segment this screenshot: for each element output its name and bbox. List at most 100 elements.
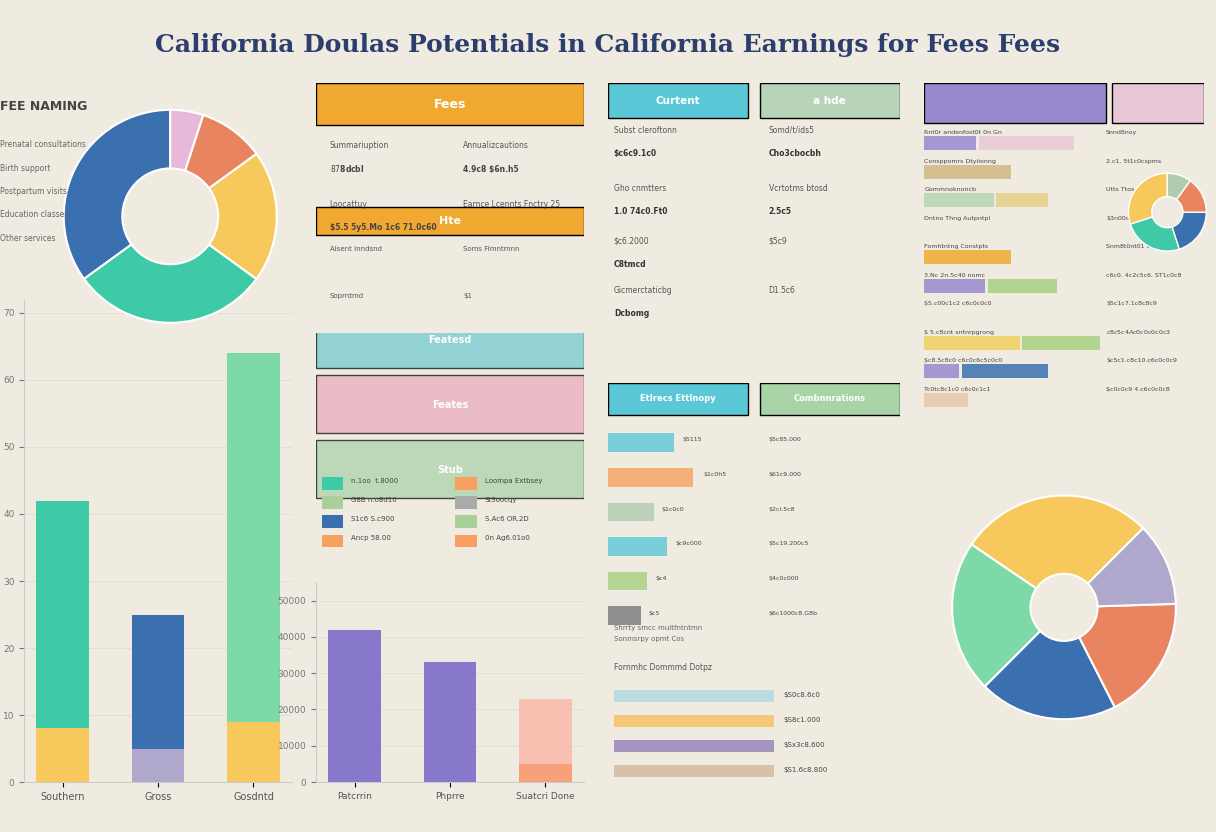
Bar [924, 393, 968, 407]
Text: C8tmcd: C8tmcd [614, 260, 647, 269]
Bar [131, 749, 185, 782]
Bar [608, 468, 693, 487]
Bar [321, 497, 343, 509]
Text: Loompa Extbsey: Loompa Extbsey [485, 478, 542, 484]
Text: Gommnoknoncb: Gommnoknoncb [924, 187, 976, 192]
Wedge shape [1131, 217, 1180, 251]
Text: S1c6 S.c900: S1c6 S.c900 [351, 517, 394, 522]
Text: California Doulas Potentials in California Earnings for Fees Fees: California Doulas Potentials in Californ… [156, 33, 1060, 57]
Text: Dntno Thng Autpntpl: Dntno Thng Autpntpl [924, 215, 990, 220]
Text: $5c19.200c5: $5c19.200c5 [769, 542, 809, 547]
Text: Shrrty smcc multfntntmn: Shrrty smcc multfntntmn [614, 626, 702, 631]
Text: Ancp 58.00: Ancp 58.00 [351, 535, 390, 542]
Text: $c9c000: $c9c000 [676, 542, 702, 547]
Text: St3oocqy: St3oocqy [485, 498, 517, 503]
Bar [519, 699, 572, 764]
Text: $1c0h5: $1c0h5 [703, 472, 726, 477]
Bar [455, 478, 477, 490]
Text: $6c1000c8.G8b: $6c1000c8.G8b [769, 611, 817, 616]
Text: Other services: Other services [0, 234, 56, 243]
Text: 4.9c8 $6n.h5: 4.9c8 $6n.h5 [463, 165, 519, 174]
Bar [455, 534, 477, 547]
Text: $S1.6c8.800: $S1.6c8.800 [783, 766, 827, 773]
Text: Education classes: Education classes [0, 210, 68, 220]
Text: Curtent: Curtent [655, 96, 700, 106]
Text: $3n00d0: $3n00d0 [1107, 215, 1133, 220]
Wedge shape [84, 245, 257, 323]
Text: $c5c1.c8c10.c6c0c0c9: $c5c1.c8c10.c6c0c0c9 [1107, 359, 1177, 364]
Bar [455, 516, 477, 528]
Wedge shape [1080, 604, 1176, 707]
Text: Somd/t/ids5: Somd/t/ids5 [769, 126, 815, 135]
Text: Hte: Hte [439, 215, 461, 225]
Text: Soprntmd: Soprntmd [330, 293, 364, 299]
Text: Snnd8noy: Snnd8noy [1107, 131, 1137, 136]
Bar [1023, 336, 1100, 349]
Text: Gicmerctaticbg: Gicmerctaticbg [614, 286, 672, 295]
Text: $c8.5c8c0 c6c0c6c5c0c0: $c8.5c8c0 c6c0c6c5c0c0 [924, 359, 1002, 364]
Text: $5c9: $5c9 [769, 236, 787, 245]
Bar [36, 501, 89, 729]
FancyBboxPatch shape [1111, 83, 1204, 123]
Text: $5c85.000: $5c85.000 [769, 438, 801, 443]
Text: $2cl.5c8: $2cl.5c8 [769, 507, 795, 512]
Wedge shape [952, 544, 1040, 686]
Bar [321, 534, 343, 547]
Text: $5.c00c1c2 c6c0c0c0: $5.c00c1c2 c6c0c0c0 [924, 301, 992, 306]
Text: 0n Ag6.01o0: 0n Ag6.01o0 [485, 535, 530, 542]
FancyBboxPatch shape [316, 440, 584, 498]
FancyBboxPatch shape [760, 83, 900, 118]
Bar [924, 193, 993, 207]
Wedge shape [209, 154, 277, 279]
Bar [979, 136, 1075, 151]
Text: Soms Fimntmnn: Soms Fimntmnn [463, 246, 519, 252]
Bar [996, 193, 1048, 207]
Bar [608, 572, 647, 591]
Bar [455, 497, 477, 509]
FancyBboxPatch shape [760, 383, 900, 414]
Text: Loocattuy: Loocattuy [330, 200, 367, 209]
Text: c6c0. 4c2c5c6. ST1c0c8: c6c0. 4c2c5c6. ST1c0c8 [1107, 273, 1181, 278]
Text: $c6c9.1c0: $c6c9.1c0 [614, 149, 657, 158]
Text: $61c9.000: $61c9.000 [769, 472, 801, 477]
Bar [614, 690, 775, 702]
Text: $c8c5c4 Ac0 $c0c0c0c3: $c8c5c4 Ac0 $c0c0c0c3 [1107, 328, 1171, 336]
Wedge shape [985, 631, 1115, 719]
Bar [227, 353, 280, 721]
Bar [614, 715, 775, 727]
Wedge shape [170, 110, 203, 171]
Bar [227, 721, 280, 782]
Bar [321, 478, 343, 490]
Bar [924, 165, 1010, 179]
Text: Rnt0r andenfost0t 0n Gn: Rnt0r andenfost0t 0n Gn [924, 131, 1002, 136]
Bar [962, 364, 1048, 379]
Bar [924, 364, 959, 379]
Wedge shape [63, 110, 170, 279]
Text: Fornmhc Dommmd Dotpz: Fornmhc Dommmd Dotpz [614, 663, 711, 671]
Bar [608, 607, 641, 625]
FancyBboxPatch shape [608, 383, 748, 414]
Text: Postpartum visits: Postpartum visits [0, 187, 67, 196]
Bar [131, 615, 185, 749]
Text: FEE NAMING: FEE NAMING [0, 100, 88, 113]
Bar [987, 279, 1057, 293]
Text: Tc0tc8c1c0 c6c0c1c1: Tc0tc8c1c0 c6c0c1c1 [924, 387, 991, 392]
Bar [36, 729, 89, 782]
Text: $S8c1.000: $S8c1.000 [783, 716, 821, 723]
Text: 2.c1. 5t1c0cspms: 2.c1. 5t1c0cspms [1107, 159, 1161, 164]
Text: Annualizcautions: Annualizcautions [463, 141, 529, 151]
Wedge shape [185, 115, 257, 188]
Text: $5.5 5y5.Mo 1c6 71.0c60: $5.5 5y5.Mo 1c6 71.0c60 [330, 223, 437, 232]
Text: Vcrtotms btosd: Vcrtotms btosd [769, 184, 827, 193]
Text: a hde: a hde [814, 96, 846, 106]
Text: $Sx3c8.600: $Sx3c8.600 [783, 741, 824, 748]
Text: $5c1c7.1c8c8c9: $5c1c7.1c8c8c9 [1107, 301, 1156, 306]
Bar [924, 136, 976, 151]
Text: Birth support: Birth support [0, 164, 51, 172]
Bar [423, 662, 477, 782]
Text: $S0c8.6c0: $S0c8.6c0 [783, 691, 820, 698]
Bar [519, 764, 572, 782]
Text: Fees: Fees [434, 97, 466, 111]
Text: $c6.2000: $c6.2000 [614, 236, 649, 245]
Text: Combnnrations: Combnnrations [794, 394, 866, 404]
